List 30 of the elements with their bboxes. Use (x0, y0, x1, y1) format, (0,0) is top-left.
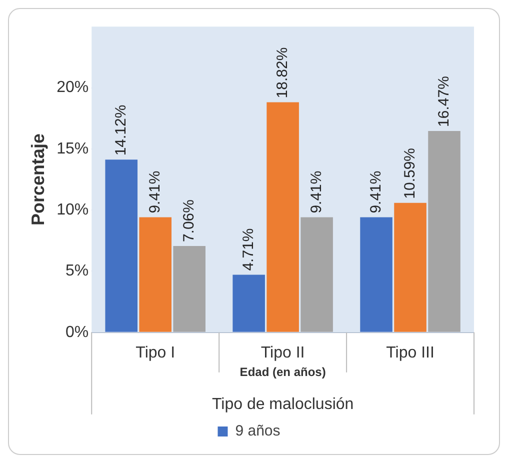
text: Tipo de maloclusión (212, 396, 354, 413)
y-tick-label: 0% (66, 324, 89, 341)
bar (266, 102, 299, 332)
text: 10.59% (401, 148, 418, 199)
text: 18.82% (274, 47, 291, 98)
x-tick-label: Tipo III (386, 344, 434, 362)
bar (105, 160, 138, 332)
y-tick-label: 10% (56, 201, 89, 218)
text: 7.06% (180, 199, 198, 242)
bar (360, 217, 392, 332)
bar (173, 246, 206, 332)
bar (139, 217, 172, 332)
legend-label: 9 años (235, 422, 280, 440)
text: 14.12% (112, 104, 130, 156)
text: 9.41% (367, 170, 384, 214)
text: 4.71% (240, 228, 257, 271)
bar (300, 217, 333, 332)
x-tick-label: Tipo I (136, 344, 176, 362)
y-tick-label: 15% (56, 140, 89, 158)
y-axis-title: Porcentaje (28, 133, 48, 226)
bar (428, 130, 460, 332)
y-tick-label: 5% (66, 262, 89, 280)
text: 9.41% (308, 170, 325, 214)
text: 9.41% (146, 170, 164, 214)
y-tick-label: 20% (56, 79, 89, 96)
bar (394, 202, 426, 332)
text: 16.47% (435, 76, 452, 127)
bar (232, 274, 265, 332)
x-tick-label: Tipo II (260, 344, 305, 362)
x-axis-title: Edad (en años) (240, 365, 326, 380)
